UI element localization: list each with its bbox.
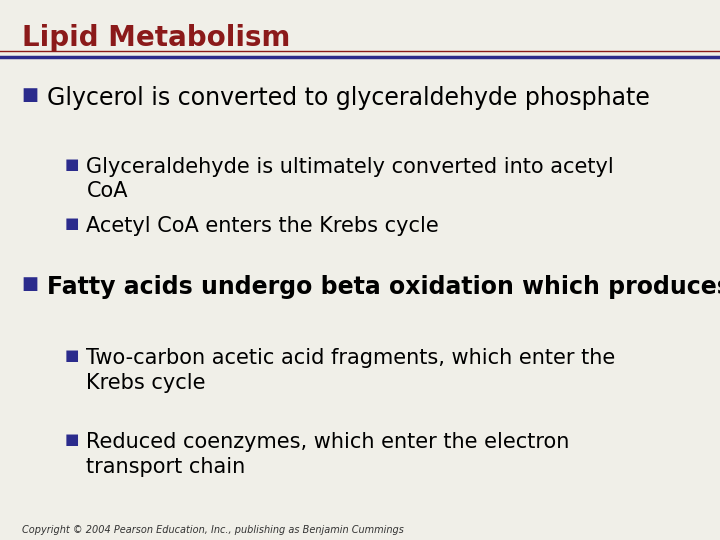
Text: Glycerol is converted to glyceraldehyde phosphate: Glycerol is converted to glyceraldehyde … (47, 86, 649, 110)
Text: ■: ■ (22, 275, 39, 293)
Text: ■: ■ (65, 216, 79, 231)
Text: Fatty acids undergo beta oxidation which produces:: Fatty acids undergo beta oxidation which… (47, 275, 720, 299)
Text: Lipid Metabolism: Lipid Metabolism (22, 24, 290, 52)
Text: Glyceraldehyde is ultimately converted into acetyl
CoA: Glyceraldehyde is ultimately converted i… (86, 157, 614, 201)
Text: ■: ■ (22, 86, 39, 104)
Text: ■: ■ (65, 348, 79, 363)
Text: ■: ■ (65, 432, 79, 447)
Text: Copyright © 2004 Pearson Education, Inc., publishing as Benjamin Cummings: Copyright © 2004 Pearson Education, Inc.… (22, 524, 403, 535)
Text: ■: ■ (65, 157, 79, 172)
Text: Acetyl CoA enters the Krebs cycle: Acetyl CoA enters the Krebs cycle (86, 216, 439, 236)
Text: Reduced coenzymes, which enter the electron
transport chain: Reduced coenzymes, which enter the elect… (86, 432, 570, 477)
Text: Two-carbon acetic acid fragments, which enter the
Krebs cycle: Two-carbon acetic acid fragments, which … (86, 348, 616, 393)
